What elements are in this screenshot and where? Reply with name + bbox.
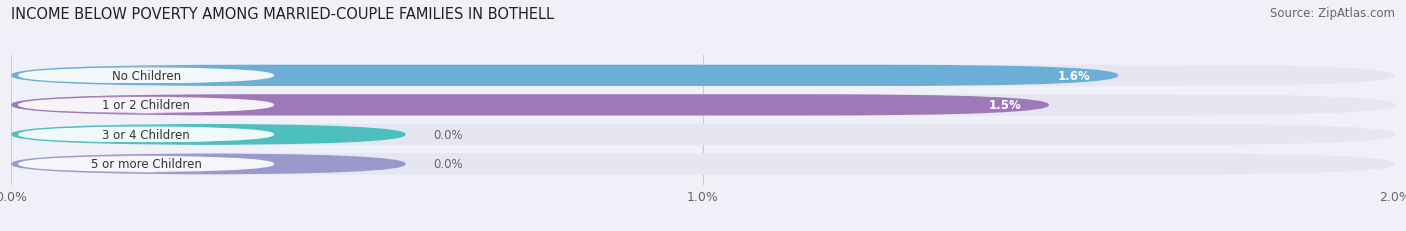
FancyBboxPatch shape: [11, 124, 405, 145]
Text: 0.0%: 0.0%: [433, 158, 463, 171]
Text: No Children: No Children: [111, 70, 181, 82]
FancyBboxPatch shape: [11, 65, 1395, 87]
Text: 1 or 2 Children: 1 or 2 Children: [103, 99, 190, 112]
Text: 5 or more Children: 5 or more Children: [91, 158, 201, 171]
FancyBboxPatch shape: [18, 67, 274, 85]
Text: INCOME BELOW POVERTY AMONG MARRIED-COUPLE FAMILIES IN BOTHELL: INCOME BELOW POVERTY AMONG MARRIED-COUPL…: [11, 7, 554, 22]
Text: 0.0%: 0.0%: [433, 128, 463, 141]
FancyBboxPatch shape: [18, 97, 274, 114]
Text: 1.5%: 1.5%: [988, 99, 1021, 112]
Text: 3 or 4 Children: 3 or 4 Children: [103, 128, 190, 141]
FancyBboxPatch shape: [11, 154, 1395, 175]
FancyBboxPatch shape: [18, 126, 274, 143]
FancyBboxPatch shape: [11, 154, 405, 175]
FancyBboxPatch shape: [11, 124, 1395, 145]
Text: 1.6%: 1.6%: [1057, 70, 1091, 82]
FancyBboxPatch shape: [11, 95, 1049, 116]
FancyBboxPatch shape: [18, 156, 274, 173]
FancyBboxPatch shape: [11, 65, 1118, 87]
Text: Source: ZipAtlas.com: Source: ZipAtlas.com: [1270, 7, 1395, 20]
FancyBboxPatch shape: [11, 95, 1395, 116]
